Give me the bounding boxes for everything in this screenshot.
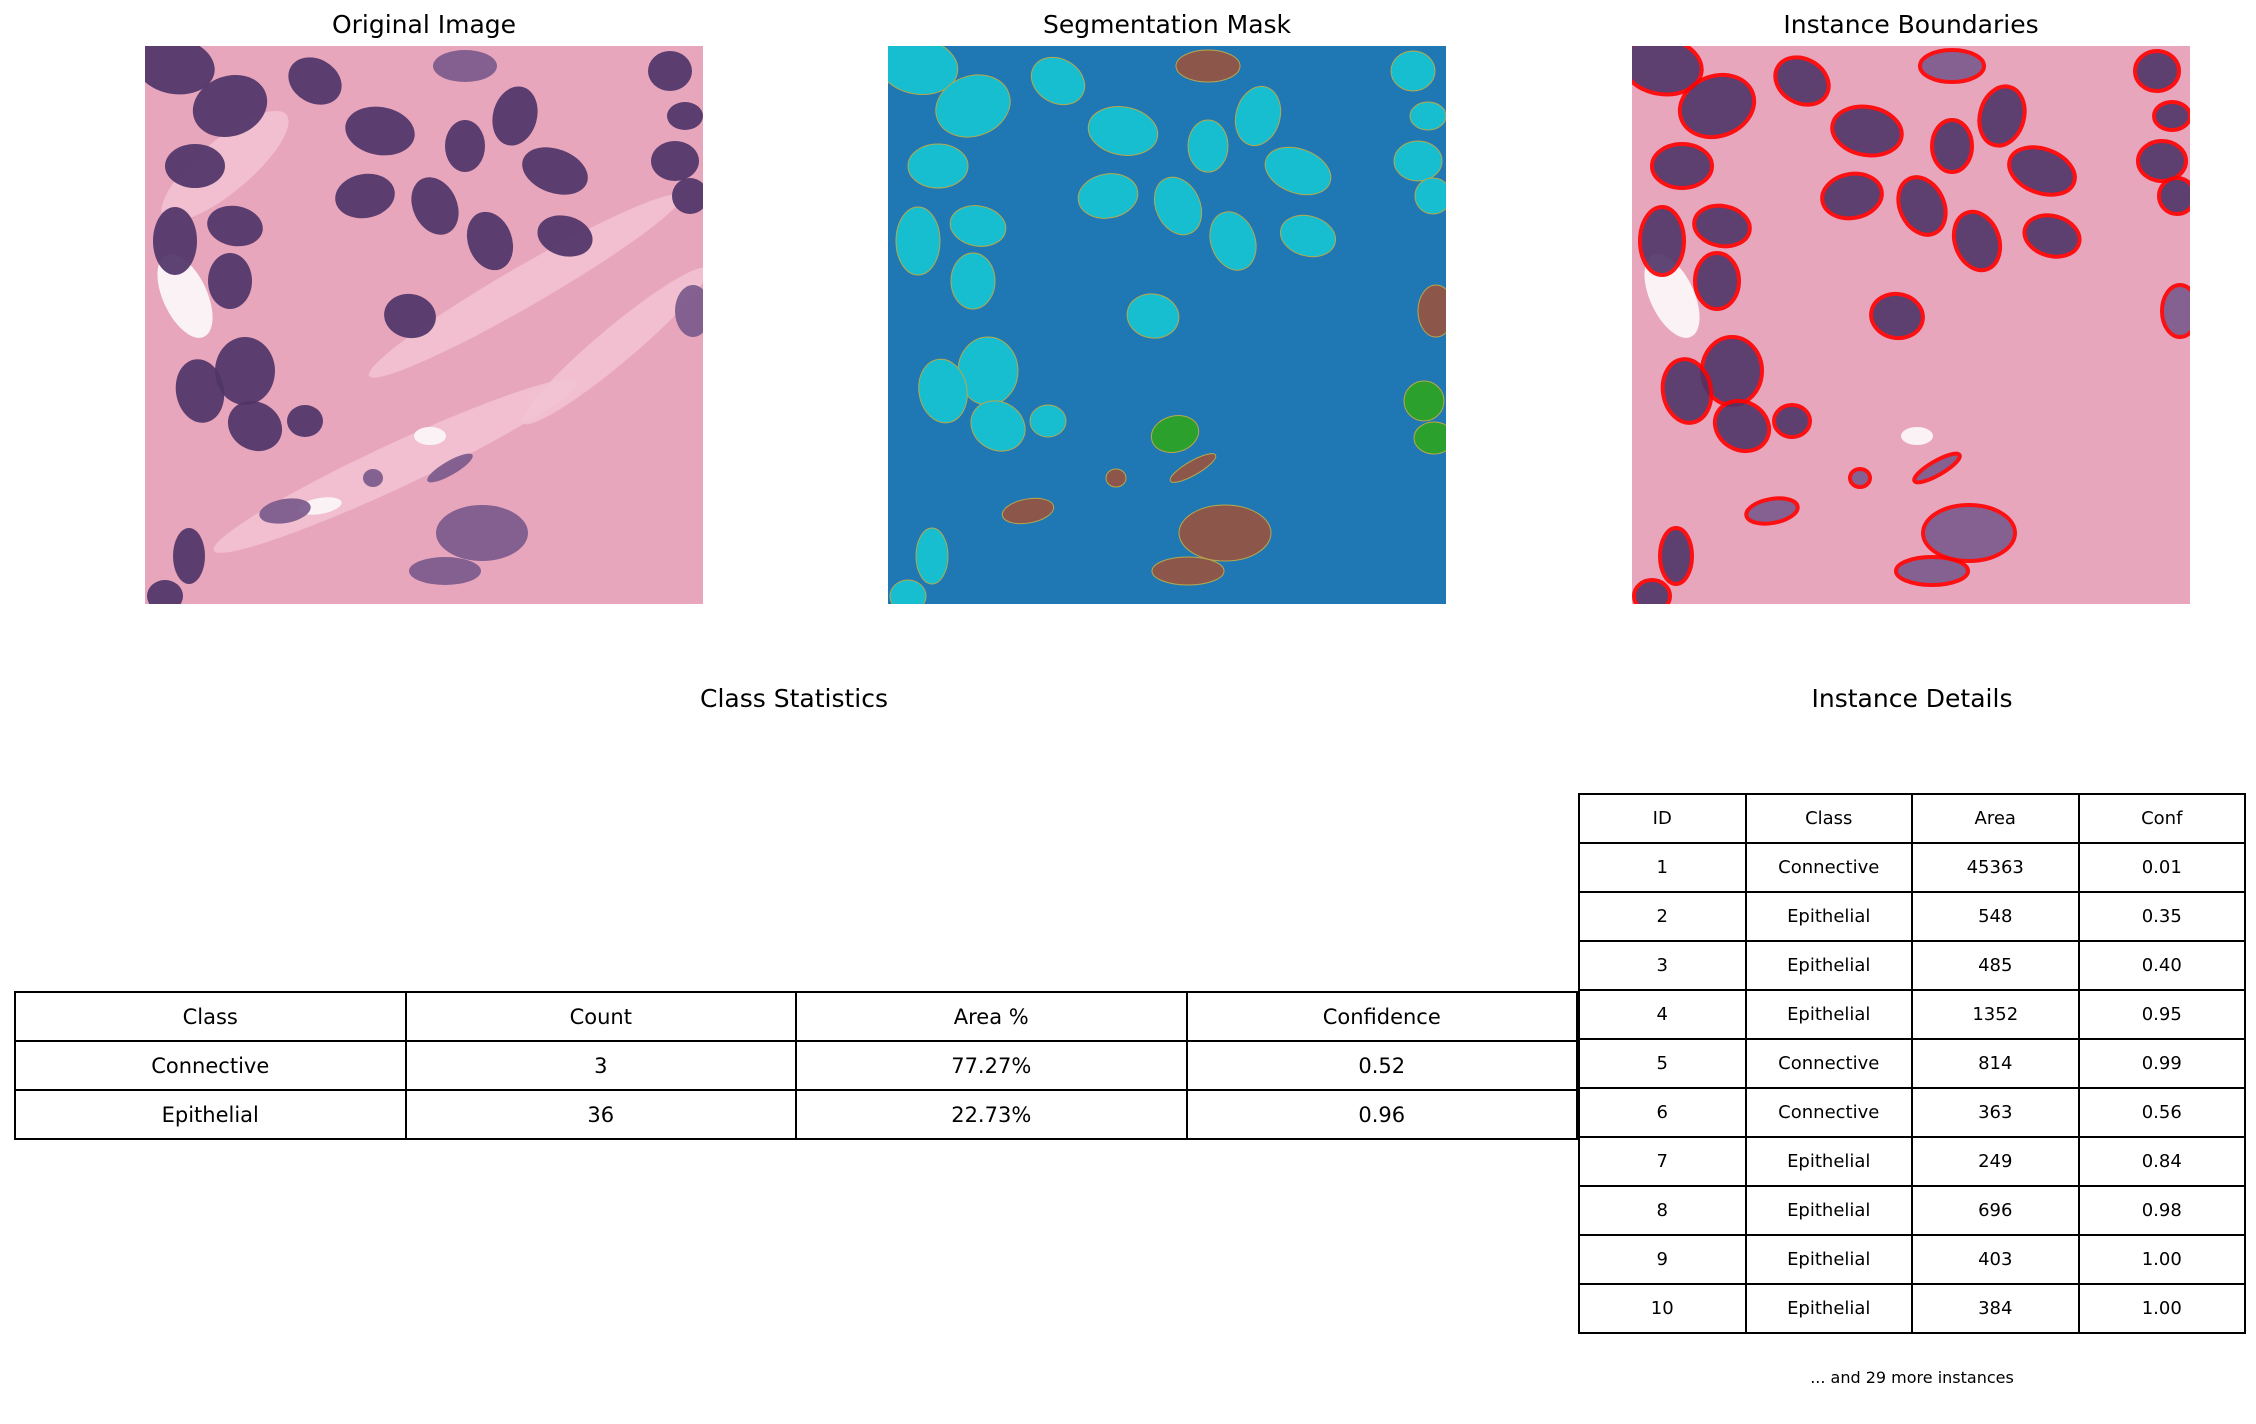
- table-row: 9 Epithelial 403 1.00: [1578, 1234, 2246, 1285]
- cell-count: 3: [404, 1040, 797, 1091]
- class-statistics-table: Class Count Area % Confidence Connective…: [14, 991, 1578, 1140]
- cell-conf: 1.00: [2077, 1234, 2246, 1285]
- cell-conf: 0.01: [2077, 842, 2246, 893]
- table-header-row: ID Class Area Conf: [1578, 793, 2246, 844]
- segmentation-mask: [888, 46, 1446, 604]
- cell-class: Epithelial: [1744, 1283, 1913, 1334]
- cell-id: 1: [1578, 842, 1747, 893]
- header-count: Count: [404, 991, 797, 1042]
- cell-class: Epithelial: [1744, 1234, 1913, 1285]
- table-row: 10 Epithelial 384 1.00: [1578, 1283, 2246, 1334]
- table-row: 7 Epithelial 249 0.84: [1578, 1136, 2246, 1187]
- header-class: Class: [14, 991, 407, 1042]
- table-row: Connective 3 77.27% 0.52: [14, 1040, 1578, 1091]
- cell-count: 36: [404, 1089, 797, 1140]
- header-area-percent: Area %: [795, 991, 1188, 1042]
- cell-area: 363: [1911, 1087, 2080, 1138]
- table-row: 4 Epithelial 1352 0.95: [1578, 989, 2246, 1040]
- cell-area: 696: [1911, 1185, 2080, 1236]
- header-confidence: Confidence: [1185, 991, 1578, 1042]
- cell-id: 7: [1578, 1136, 1747, 1187]
- cell-conf: 0.84: [2077, 1136, 2246, 1187]
- header-conf: Conf: [2077, 793, 2246, 844]
- table-row: Epithelial 36 22.73% 0.96: [14, 1089, 1578, 1140]
- cell-area: 485: [1911, 940, 2080, 991]
- cell-area: 548: [1911, 891, 2080, 942]
- cell-id: 2: [1578, 891, 1747, 942]
- table-header-row: Class Count Area % Confidence: [14, 991, 1578, 1042]
- instance-details-title: Instance Details: [1811, 684, 2013, 713]
- cell-conf: 0.98: [2077, 1185, 2246, 1236]
- cell-area: 249: [1911, 1136, 2080, 1187]
- cell-class: Epithelial: [1744, 940, 1913, 991]
- cell-id: 9: [1578, 1234, 1747, 1285]
- cell-conf: 0.35: [2077, 891, 2246, 942]
- cell-class: Connective: [1744, 1087, 1913, 1138]
- cell-class: Epithelial: [1744, 1136, 1913, 1187]
- cell-confidence: 0.52: [1185, 1040, 1578, 1091]
- instance-boundaries-image: [1632, 46, 2190, 604]
- cell-area: 384: [1911, 1283, 2080, 1334]
- cell-conf: 0.99: [2077, 1038, 2246, 1089]
- cell-class: Epithelial: [1744, 989, 1913, 1040]
- cell-area-percent: 77.27%: [795, 1040, 1188, 1091]
- cell-conf: 0.56: [2077, 1087, 2246, 1138]
- header-area: Area: [1911, 793, 2080, 844]
- instance-boundaries-title: Instance Boundaries: [1783, 10, 2039, 39]
- cell-id: 5: [1578, 1038, 1747, 1089]
- cell-id: 4: [1578, 989, 1747, 1040]
- cell-class: Epithelial: [1744, 1185, 1913, 1236]
- instance-details-table: ID Class Area Conf 1 Connective 45363 0.01 …: [1578, 793, 2246, 1334]
- table-row: 3 Epithelial 485 0.40: [1578, 940, 2246, 991]
- cell-conf: 1.00: [2077, 1283, 2246, 1334]
- header-class: Class: [1744, 793, 1913, 844]
- cell-id: 8: [1578, 1185, 1747, 1236]
- cell-area: 403: [1911, 1234, 2080, 1285]
- table-row: 1 Connective 45363 0.01: [1578, 842, 2246, 893]
- cell-id: 10: [1578, 1283, 1747, 1334]
- cell-area: 1352: [1911, 989, 2080, 1040]
- more-instances-note: ... and 29 more instances: [1810, 1368, 2014, 1387]
- class-statistics-title: Class Statistics: [699, 684, 888, 713]
- original-image: [145, 46, 703, 604]
- cell-class: Epithelial: [1744, 891, 1913, 942]
- cell-class: Connective: [1744, 1038, 1913, 1089]
- cell-conf: 0.40: [2077, 940, 2246, 991]
- cell-id: 6: [1578, 1087, 1747, 1138]
- cell-area: 45363: [1911, 842, 2080, 893]
- segmentation-mask-title: Segmentation Mask: [1042, 10, 1292, 39]
- table-row: 6 Connective 363 0.56: [1578, 1087, 2246, 1138]
- cell-area-percent: 22.73%: [795, 1089, 1188, 1140]
- cell-class: Epithelial: [14, 1089, 407, 1140]
- table-row: 2 Epithelial 548 0.35: [1578, 891, 2246, 942]
- table-row: 8 Epithelial 696 0.98: [1578, 1185, 2246, 1236]
- cell-area: 814: [1911, 1038, 2080, 1089]
- cell-class: Connective: [1744, 842, 1913, 893]
- table-row: 5 Connective 814 0.99: [1578, 1038, 2246, 1089]
- cell-class: Connective: [14, 1040, 407, 1091]
- cell-id: 3: [1578, 940, 1747, 991]
- header-id: ID: [1578, 793, 1747, 844]
- cell-confidence: 0.96: [1185, 1089, 1578, 1140]
- original-image-title: Original Image: [331, 10, 517, 39]
- cell-conf: 0.95: [2077, 989, 2246, 1040]
